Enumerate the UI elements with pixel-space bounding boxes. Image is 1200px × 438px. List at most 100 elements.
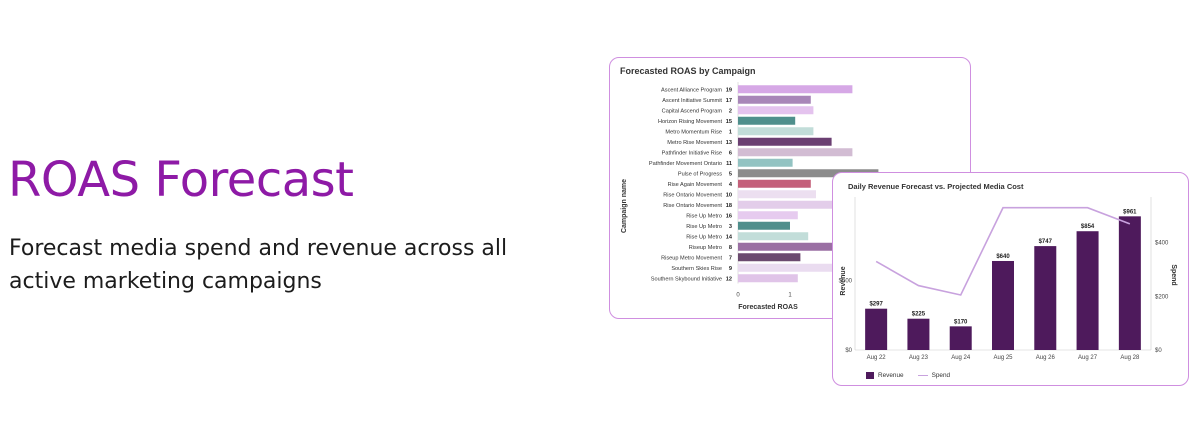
revenue-bar <box>907 318 930 350</box>
revenue-y-axis-title: Revenue <box>840 266 847 295</box>
roas-rank-label: 13 <box>726 140 732 146</box>
roas-rank-label: 8 <box>729 245 732 251</box>
spend-y-tick-label: $200 <box>1155 294 1169 300</box>
legend-revenue-label: Revenue <box>878 372 904 379</box>
roas-bar <box>738 274 798 283</box>
roas-category-label: Riseup Metro Movement <box>661 255 722 261</box>
roas-category-label: Rise Again Movement <box>668 182 723 188</box>
roas-rank-label: 11 <box>726 161 732 167</box>
roas-rank-label: 9 <box>729 266 732 272</box>
roas-category-label: Metro Rise Movement <box>667 140 722 146</box>
revenue-y-tick-label: $500 <box>839 278 853 284</box>
roas-category-label: Rise Ontario Movement <box>663 192 722 198</box>
roas-category-label: Rise Ontario Movement <box>663 203 722 209</box>
roas-category-label: Horizon Rising Movement <box>658 119 722 125</box>
roas-rank-label: 19 <box>726 87 732 93</box>
revenue-bar <box>1076 231 1099 350</box>
roas-category-label: Ascent Initiative Summit <box>662 98 722 104</box>
roas-category-label: Rise Up Metro <box>686 213 722 219</box>
revenue-x-tick-label: Aug 26 <box>1036 355 1056 361</box>
roas-rank-label: 16 <box>726 213 732 219</box>
revenue-chart: Daily Revenue Forecast vs. Projected Med… <box>839 182 1177 361</box>
roas-category-label: Southern Skybound Initiative <box>651 276 722 282</box>
roas-bar <box>738 200 874 209</box>
revenue-chart-title: Daily Revenue Forecast vs. Projected Med… <box>848 182 1024 191</box>
roas-rank-label: 5 <box>729 171 732 177</box>
roas-category-label: Rise Up Metro <box>686 234 722 240</box>
roas-category-label: Rise Up Metro <box>686 224 722 230</box>
roas-category-label: Pulse of Progress <box>678 171 722 177</box>
roas-bar <box>738 190 816 199</box>
revenue-chart-legend: Revenue Spend <box>866 372 950 379</box>
revenue-data-label: $854 <box>1081 224 1095 230</box>
revenue-bar <box>949 326 972 350</box>
roas-rank-label: 4 <box>729 182 733 188</box>
roas-bar <box>738 95 811 104</box>
roas-category-label: Pathfinder Movement Ontario <box>649 161 722 167</box>
roas-bar <box>738 116 796 125</box>
roas-category-label: Ascent Alliance Program <box>661 87 722 93</box>
roas-bar <box>738 85 853 94</box>
spend-y-tick-label: $0 <box>1155 348 1162 354</box>
roas-category-label: Metro Momentum Rise <box>665 129 722 135</box>
legend-spend-label: Spend <box>931 372 951 379</box>
hero-title: ROAS Forecast <box>8 152 354 208</box>
roas-rank-label: 18 <box>726 203 732 209</box>
revenue-data-label: $747 <box>1039 239 1053 245</box>
legend-spend-swatch <box>917 374 928 377</box>
roas-rank-label: 2 <box>729 108 732 114</box>
roas-chart: Forecasted ROAS by Campaign Campaign nam… <box>620 66 879 311</box>
roas-rank-label: 15 <box>726 119 732 125</box>
roas-category-label: Southern Skies Rise <box>671 266 722 272</box>
revenue-data-label: $961 <box>1123 209 1137 215</box>
roas-chart-title: Forecasted ROAS by Campaign <box>620 66 756 76</box>
roas-bar <box>738 179 811 188</box>
revenue-data-label: $297 <box>869 302 883 308</box>
revenue-y-tick-label: $0 <box>845 348 852 354</box>
roas-bar <box>738 127 814 136</box>
revenue-chart-card: Daily Revenue Forecast vs. Projected Med… <box>832 172 1189 386</box>
revenue-bar <box>992 260 1014 350</box>
roas-rank-label: 10 <box>726 192 732 198</box>
roas-bar <box>738 106 814 115</box>
roas-bar <box>738 221 790 230</box>
roas-category-label: Riseup Metro <box>689 245 722 251</box>
legend-revenue-swatch <box>866 372 874 379</box>
roas-y-axis-title: Campaign name <box>621 179 628 233</box>
revenue-data-label: $640 <box>996 254 1010 260</box>
roas-rank-label: 12 <box>726 276 732 282</box>
spend-y-axis-title: Spend <box>1170 264 1177 285</box>
roas-rank-label: 3 <box>729 224 732 230</box>
roas-x-axis-title: Forecasted ROAS <box>738 304 798 311</box>
spend-y-tick-label: $400 <box>1155 241 1169 247</box>
roas-rank-label: 7 <box>729 255 732 261</box>
spend-line <box>875 206 1131 296</box>
revenue-x-tick-label: Aug 25 <box>993 355 1013 361</box>
roas-bar <box>738 253 801 262</box>
revenue-x-tick-label: Aug 23 <box>909 355 929 361</box>
roas-rank-label: 14 <box>726 234 733 240</box>
revenue-data-label: $170 <box>954 319 968 325</box>
roas-bar <box>738 211 798 220</box>
roas-category-label: Pathfinder Initiative Rise <box>662 150 722 156</box>
roas-bar <box>738 263 874 272</box>
roas-category-label: Capital Ascend Program <box>662 108 723 114</box>
revenue-x-tick-label: Aug 28 <box>1120 355 1140 361</box>
hero-subtitle: Forecast media spend and revenue across … <box>9 236 508 294</box>
roas-bar <box>738 158 793 167</box>
roas-x-tick-label: 1 <box>788 293 792 299</box>
revenue-data-label: $225 <box>912 312 926 318</box>
roas-rank-label: 17 <box>726 98 732 104</box>
roas-rank-label: 1 <box>729 129 732 135</box>
roas-x-tick-label: 0 <box>736 293 740 299</box>
revenue-bar <box>1118 216 1141 350</box>
roas-bar <box>738 137 832 146</box>
roas-bar <box>738 169 879 178</box>
roas-bar <box>738 148 853 157</box>
revenue-x-tick-label: Aug 22 <box>867 355 887 361</box>
roas-bar <box>738 232 809 241</box>
roas-rank-label: 6 <box>729 150 732 156</box>
revenue-x-tick-label: Aug 27 <box>1078 355 1098 361</box>
revenue-bar <box>865 308 888 350</box>
revenue-x-tick-label: Aug 24 <box>951 355 971 361</box>
